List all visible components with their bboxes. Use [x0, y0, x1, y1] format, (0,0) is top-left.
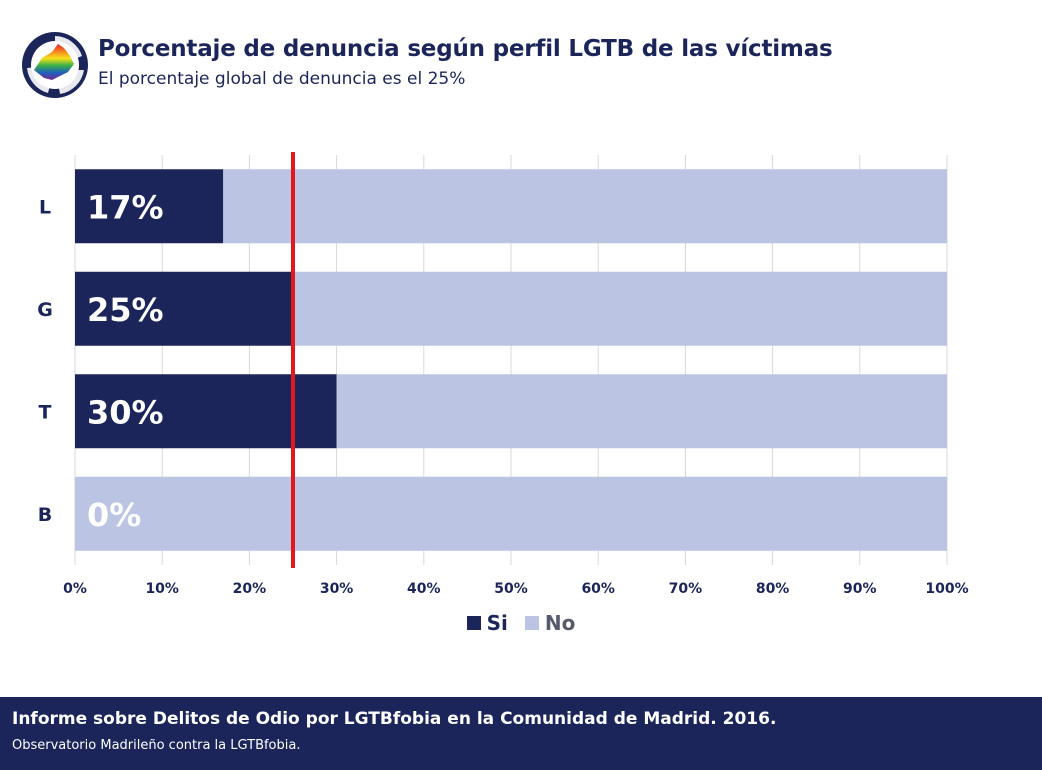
- bar-si-l: [75, 169, 224, 244]
- x-tick-label: 40%: [407, 581, 441, 597]
- x-tick-label: 60%: [581, 581, 615, 597]
- legend-label-si: Si: [486, 611, 508, 635]
- x-tick-label: 90%: [843, 581, 877, 597]
- x-tick-label: 30%: [320, 581, 354, 597]
- legend-item-si: Si: [466, 611, 508, 635]
- data-label-g: 25%: [87, 291, 164, 329]
- stacked-bar-chart: L 17% G 25% T 30% B 0% 0% 10% 20% 30% 40% 50% 60% 70% 80…: [37, 152, 969, 597]
- x-tick-label: 80%: [756, 581, 790, 597]
- legend: Si No: [0, 611, 1042, 635]
- data-label-l: 17%: [87, 188, 164, 226]
- x-tick-label: 20%: [233, 581, 267, 597]
- footer: Informe sobre Delitos de Odio por LGTBfo…: [0, 697, 1042, 770]
- chart-title: Porcentaje de denuncia según perfil LGTB…: [98, 36, 833, 62]
- category-label-t: T: [39, 401, 52, 423]
- category-label-b: B: [38, 504, 52, 526]
- category-label-l: L: [39, 196, 51, 218]
- legend-swatch-si: [466, 615, 481, 630]
- bar-no-t: [336, 374, 948, 449]
- category-label-g: G: [37, 299, 53, 321]
- chart-subtitle: El porcentaje global de denuncia es el 2…: [98, 69, 466, 89]
- x-tick-label: 10%: [145, 581, 179, 597]
- data-label-b: 0%: [87, 496, 141, 534]
- footer-subtitle: Observatorio Madrileño contra la LGTBfob…: [12, 738, 301, 753]
- bar-no-g: [293, 271, 947, 346]
- x-tick-label: 50%: [494, 581, 528, 597]
- legend-label-no: No: [544, 611, 576, 635]
- observatory-logo-icon: [22, 32, 88, 98]
- x-tick-label: 0%: [63, 581, 87, 597]
- bar-no-l: [223, 169, 948, 244]
- bar-no-b: [75, 476, 947, 551]
- header: Porcentaje de denuncia según perfil LGTB…: [0, 0, 1042, 110]
- data-label-t: 30%: [87, 393, 164, 431]
- bar-si-g: [75, 271, 293, 346]
- x-tick-label: 70%: [669, 581, 703, 597]
- x-tick-label: 100%: [925, 581, 968, 597]
- footer-title: Informe sobre Delitos de Odio por LGTBfo…: [12, 709, 777, 729]
- legend-item-no: No: [524, 611, 576, 635]
- legend-swatch-no: [524, 615, 539, 630]
